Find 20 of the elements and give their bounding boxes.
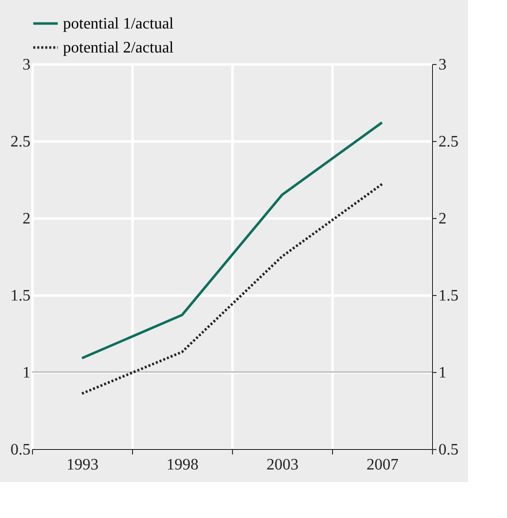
line-series (80, 121, 384, 360)
y2-tick-label: 1 (438, 364, 446, 382)
x-tick-label: 1998 (166, 456, 198, 474)
legend-label: potential 2/actual (63, 40, 174, 56)
x-tick-label: 2007 (366, 456, 398, 474)
y2-tick-label: 0.5 (438, 442, 458, 458)
x-tick-label: 2003 (266, 456, 298, 474)
y2-tick-label: 3 (438, 56, 446, 74)
y-tick-label: 2.5 (10, 134, 30, 150)
line-series (80, 182, 384, 395)
y-tick-label: 2 (22, 210, 30, 228)
legend-label: potential 1/actual (63, 16, 174, 32)
y2-tick-label: 2.5 (438, 134, 458, 150)
y2-tick-label: 2 (438, 210, 446, 228)
x-tick-label: 1993 (66, 456, 98, 474)
y-tick-label: 1.5 (10, 288, 30, 304)
y2-tick-label: 1.5 (438, 288, 458, 304)
y-tick-label: 1 (22, 364, 30, 382)
y-tick-label: 3 (22, 56, 30, 74)
y-tick-label: 0.5 (10, 442, 30, 458)
